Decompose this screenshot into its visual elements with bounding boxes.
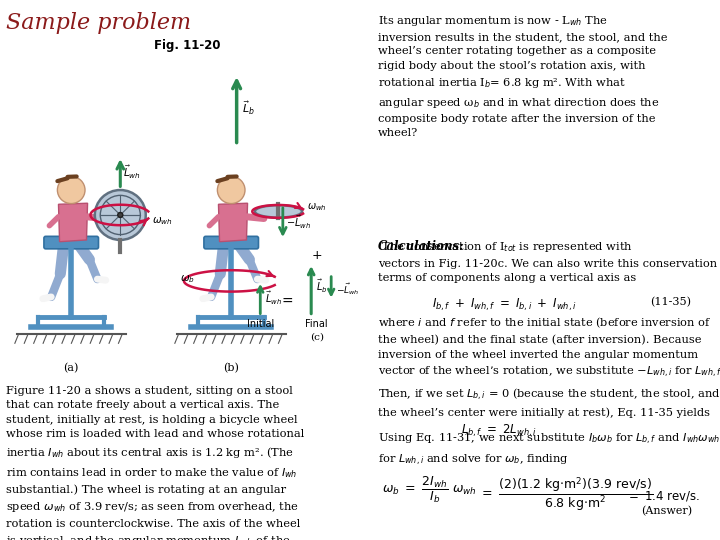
Text: Using Eq. 11-31, we next substitute $I_b\omega_b$ for $L_{b,f}$ and $I_{wh}\omeg: Using Eq. 11-31, we next substitute $I_b… [378,432,720,468]
Text: where $i$ and $f$ refer to the initial state (before inversion of
the wheel) and: where $i$ and $f$ refer to the initial s… [378,316,720,418]
Text: $=\ \dfrac{(2)(1.2\ \mathrm{kg{\cdot}m^2})(3.9\ \mathrm{rev/s})}{6.8\ \mathrm{kg: $=\ \dfrac{(2)(1.2\ \mathrm{kg{\cdot}m^2… [479,475,653,513]
Text: $-\vec{L}_{wh}$: $-\vec{L}_{wh}$ [287,213,312,231]
Text: Fig. 11-20: Fig. 11-20 [154,38,221,51]
Polygon shape [218,203,248,242]
Text: (c): (c) [310,333,323,342]
Text: $\vec{L}_{wh}$: $\vec{L}_{wh}$ [265,290,282,307]
Text: $\vec{L}_{b}$: $\vec{L}_{b}$ [242,99,255,117]
Text: $\omega_b$: $\omega_b$ [179,273,194,285]
Polygon shape [58,203,88,242]
Circle shape [217,177,245,204]
Text: $=\ 1.4\ \mathrm{rev/s.}$: $=\ 1.4\ \mathrm{rev/s.}$ [626,489,701,503]
Text: The conservation of I$_{tot}$ is represented with
vectors in Fig. 11-20c. We can: The conservation of I$_{tot}$ is represe… [378,240,720,283]
Text: $I_{b,f}\ +\ I_{wh,f}\ =\ I_{b,i}\ +\ I_{wh,i}$: $I_{b,f}\ +\ I_{wh,f}\ =\ I_{b,i}\ +\ I_… [432,297,577,313]
Text: Figure 11-20 a shows a student, sitting on a stool
that can rotate freely about : Figure 11-20 a shows a student, sitting … [6,386,304,540]
Text: +: + [311,249,322,262]
Text: Initial: Initial [247,319,274,328]
Text: $\vec{L}_{wh}$: $\vec{L}_{wh}$ [123,164,141,181]
Text: $\omega_{wh}$: $\omega_{wh}$ [307,201,326,213]
Circle shape [58,177,85,204]
Text: (b): (b) [223,363,239,374]
Text: (a): (a) [63,363,79,374]
Text: (Answer): (Answer) [642,506,693,516]
Text: (11-35): (11-35) [650,297,691,307]
Text: Final: Final [305,319,328,328]
Text: =: = [282,295,293,309]
Text: $\omega_{wh}$: $\omega_{wh}$ [153,215,173,227]
Circle shape [118,212,123,218]
FancyBboxPatch shape [204,237,258,249]
Text: $L_{b,f}\ =\ 2L_{wh,i}$: $L_{b,f}\ =\ 2L_{wh,i}$ [461,422,536,438]
Circle shape [95,190,145,240]
Text: Sample problem: Sample problem [6,12,191,34]
FancyBboxPatch shape [44,237,99,249]
Text: $\omega_b\ =\ \dfrac{2I_{wh}}{I_b}\ \omega_{wh}$: $\omega_b\ =\ \dfrac{2I_{wh}}{I_b}\ \ome… [382,475,477,505]
Text: Calculations:: Calculations: [378,240,464,253]
Text: Its angular momentum is now - L$_{wh}$ The
inversion results in the student, the: Its angular momentum is now - L$_{wh}$ T… [378,14,667,138]
Text: $-\vec{L}_{wh}$: $-\vec{L}_{wh}$ [336,281,359,296]
Text: $\vec{L}_{b}$: $\vec{L}_{b}$ [315,278,327,295]
Ellipse shape [255,205,302,218]
